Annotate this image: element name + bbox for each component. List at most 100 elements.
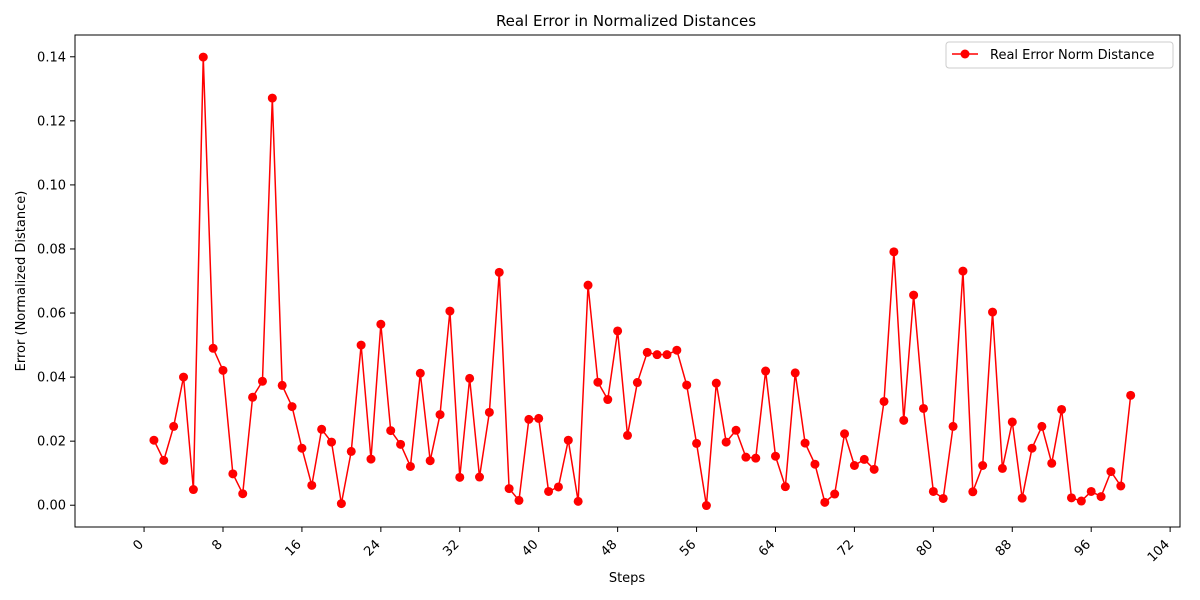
data-point bbox=[524, 414, 534, 424]
data-point bbox=[198, 52, 208, 62]
data-point bbox=[731, 425, 741, 435]
data-point bbox=[741, 452, 751, 462]
data-point bbox=[445, 306, 455, 316]
chart-title: Real Error in Normalized Distances bbox=[496, 12, 756, 30]
x-tick-label: 48 bbox=[598, 537, 620, 559]
x-tick-label: 96 bbox=[1072, 537, 1094, 559]
data-point bbox=[790, 368, 800, 378]
data-point bbox=[1116, 481, 1126, 491]
y-tick-label: 0.12 bbox=[37, 114, 66, 129]
y-tick-label: 0.10 bbox=[37, 178, 66, 193]
data-point bbox=[593, 377, 603, 387]
data-point bbox=[415, 368, 425, 378]
data-point bbox=[751, 453, 761, 463]
data-point bbox=[366, 454, 376, 464]
x-tick-label: 56 bbox=[677, 537, 699, 559]
legend-point-marker bbox=[960, 49, 970, 59]
data-point bbox=[613, 326, 623, 336]
data-point bbox=[780, 482, 790, 492]
x-tick-label: 72 bbox=[835, 537, 857, 559]
legend-box bbox=[945, 41, 1174, 69]
data-point bbox=[267, 93, 277, 103]
data-point bbox=[277, 380, 287, 390]
data-point bbox=[238, 489, 248, 499]
data-point bbox=[257, 376, 267, 386]
data-point bbox=[859, 454, 869, 464]
x-tick-label: 0 bbox=[130, 537, 146, 553]
data-point bbox=[376, 319, 386, 329]
y-tick-label: 0.14 bbox=[37, 50, 66, 65]
data-point bbox=[879, 396, 889, 406]
data-point bbox=[988, 307, 998, 317]
data-point bbox=[820, 497, 830, 507]
x-axis: 0 8 16 24 32 40 48 56 64 72 80 88 96 104 bbox=[130, 527, 1173, 565]
data-point bbox=[307, 480, 317, 490]
data-point bbox=[208, 343, 218, 353]
data-point bbox=[711, 378, 721, 388]
data-point bbox=[248, 392, 258, 402]
data-point bbox=[1037, 421, 1047, 431]
data-point bbox=[642, 347, 652, 357]
data-point bbox=[287, 402, 297, 412]
x-tick-label: 8 bbox=[209, 537, 225, 553]
x-tick-label: 16 bbox=[282, 537, 304, 559]
data-point bbox=[623, 430, 632, 440]
data-point bbox=[1066, 493, 1076, 503]
plot-area bbox=[149, 52, 1136, 511]
data-point bbox=[849, 461, 859, 470]
x-tick-label: 40 bbox=[519, 537, 541, 559]
data-point bbox=[425, 456, 435, 466]
data-point bbox=[405, 461, 415, 471]
y-tick-label: 0.06 bbox=[37, 307, 66, 322]
data-point bbox=[1126, 390, 1136, 400]
data-point bbox=[899, 415, 909, 425]
x-tick-label: 104 bbox=[1145, 537, 1173, 565]
y-tick-label: 0.04 bbox=[37, 371, 66, 386]
data-point bbox=[475, 472, 485, 482]
data-point bbox=[810, 459, 820, 469]
x-tick-label: 80 bbox=[914, 537, 936, 559]
data-point bbox=[573, 496, 583, 506]
data-point bbox=[978, 461, 988, 470]
data-point bbox=[721, 437, 731, 447]
x-axis-label: Steps bbox=[609, 571, 646, 586]
y-axis: 0.00 0.02 0.04 0.06 0.08 0.10 0.12 0.14 bbox=[37, 50, 75, 514]
data-point bbox=[514, 495, 524, 505]
data-point bbox=[346, 446, 356, 456]
data-point bbox=[396, 439, 406, 449]
data-point bbox=[948, 421, 958, 431]
data-point bbox=[386, 426, 396, 436]
data-point bbox=[297, 443, 307, 453]
x-tick-label: 24 bbox=[361, 537, 383, 559]
data-point bbox=[692, 438, 702, 448]
data-point bbox=[218, 365, 228, 375]
series-line bbox=[153, 56, 1132, 507]
data-point bbox=[662, 350, 672, 360]
data-point bbox=[1086, 486, 1096, 496]
plot-frame bbox=[74, 34, 1181, 528]
data-point bbox=[701, 501, 711, 511]
data-point bbox=[869, 464, 879, 474]
data-point bbox=[938, 493, 948, 503]
data-point bbox=[761, 366, 771, 376]
y-tick-label: 0.00 bbox=[37, 499, 66, 514]
data-point bbox=[830, 489, 840, 499]
data-point bbox=[840, 429, 850, 439]
data-point bbox=[228, 469, 238, 479]
data-point bbox=[336, 499, 346, 509]
data-point bbox=[169, 421, 179, 431]
data-point bbox=[1007, 417, 1017, 427]
data-point bbox=[455, 472, 465, 482]
legend: Real Error Norm Distance bbox=[945, 41, 1174, 69]
data-point bbox=[149, 435, 159, 445]
legend-label: Real Error Norm Distance bbox=[990, 48, 1154, 63]
data-point bbox=[534, 413, 544, 423]
data-point bbox=[1027, 443, 1037, 453]
data-point bbox=[583, 280, 593, 290]
data-point bbox=[553, 482, 563, 492]
y-axis-label: Error (Normalized Distance) bbox=[14, 191, 29, 372]
data-point bbox=[889, 247, 899, 257]
data-point bbox=[652, 350, 662, 360]
y-tick-label: 0.02 bbox=[37, 435, 66, 450]
data-point bbox=[544, 486, 554, 496]
